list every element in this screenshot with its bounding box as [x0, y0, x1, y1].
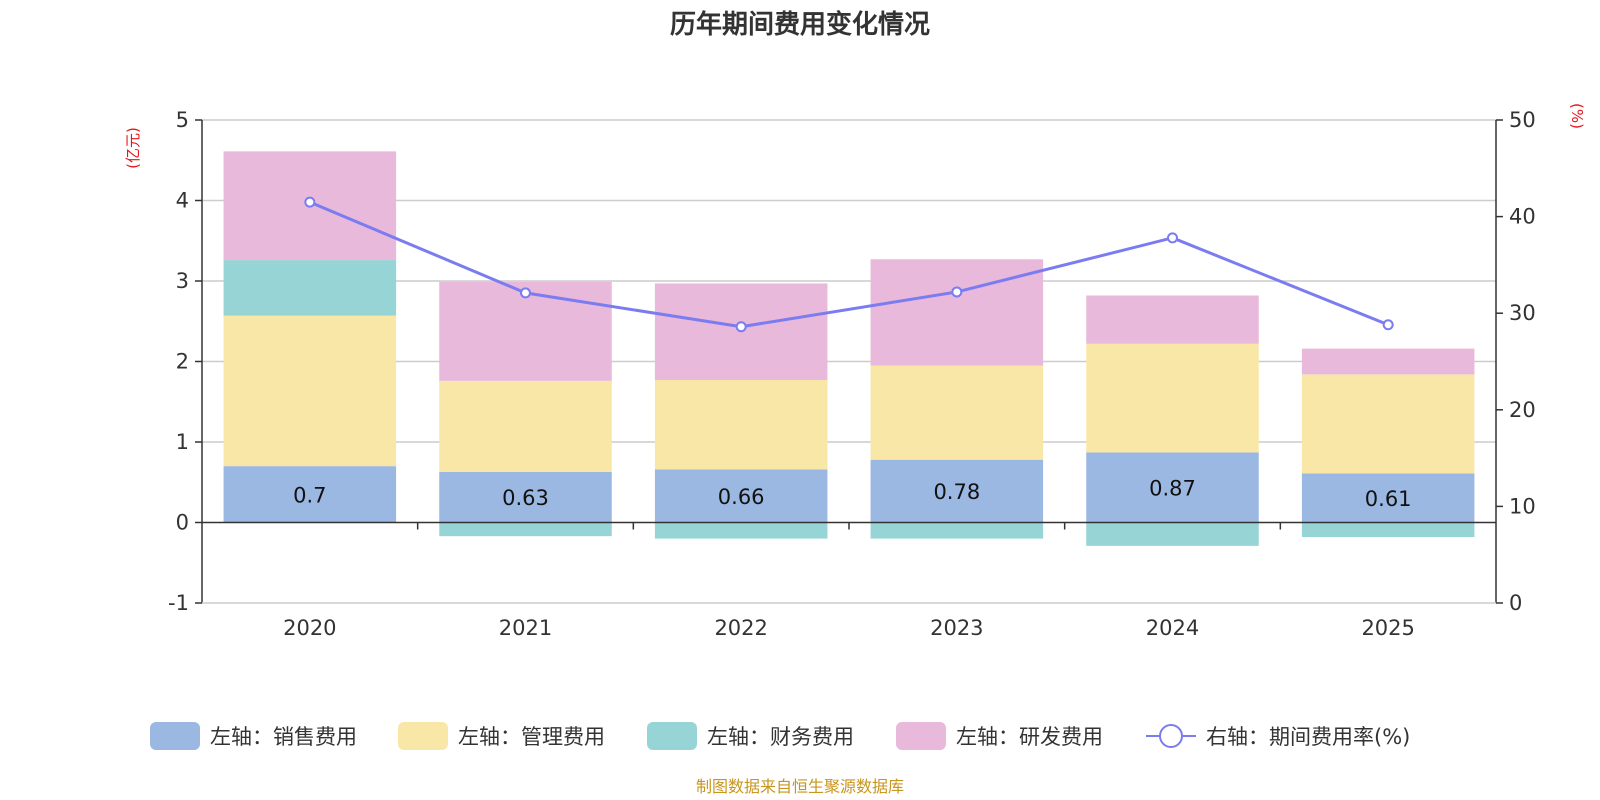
left-axis-unit: (亿元) — [124, 127, 142, 169]
legend-label: 右轴：期间费用率(%) — [1206, 725, 1410, 749]
legend-label: 左轴：财务费用 — [707, 725, 854, 749]
legend-swatch — [647, 722, 697, 750]
bar-data-label: 0.63 — [502, 486, 549, 510]
legend-swatch — [398, 722, 448, 750]
left-tick-label: 4 — [176, 189, 189, 213]
bar-series4-2023 — [870, 259, 1044, 366]
bar-series3-2023 — [870, 522, 1044, 539]
rate-line — [304, 196, 1394, 333]
legend-label: 左轴：研发费用 — [956, 725, 1103, 749]
bar-series2-2024 — [1086, 343, 1259, 453]
chart-title: 历年期间费用变化情况 — [670, 9, 930, 40]
rate-point-2022 — [735, 321, 747, 333]
legend: 左轴：销售费用 左轴：管理费用 左轴：财务费用 左轴：研发费用 右轴：期间费用率(%) — [150, 722, 1410, 750]
bar-series3-2021 — [439, 522, 612, 537]
x-tick-label: 2024 — [1146, 616, 1199, 640]
x-tick-label: 2022 — [714, 616, 767, 640]
bar-series2-2025 — [1301, 374, 1475, 474]
left-tick-label: 5 — [176, 108, 189, 132]
rate-point-2024 — [1167, 232, 1178, 244]
bar-series2-2023 — [870, 365, 1044, 460]
x-tick-label: 2023 — [930, 616, 983, 640]
gridlines — [202, 119, 1496, 443]
bar-data-label: 0.7 — [293, 483, 326, 507]
source-note: 制图数据来自恒生聚源数据库 — [696, 777, 904, 796]
x-tick-label: 2020 — [283, 616, 336, 640]
x-tick-label: 2021 — [499, 616, 552, 640]
rate-point-2025 — [1382, 319, 1394, 331]
legend-label: 左轴：管理费用 — [458, 725, 605, 749]
x-tick-label: 2025 — [1361, 616, 1414, 640]
bar-series — [223, 151, 1475, 546]
bar-series1-2023 — [870, 459, 1044, 523]
bar-series4-2024 — [1086, 295, 1259, 344]
bar-series2-2021 — [439, 380, 612, 472]
left-tick-label: 1 — [176, 430, 189, 454]
bar-series1-2020 — [223, 466, 397, 523]
bar-data-label: 0.61 — [1365, 487, 1412, 511]
bar-series3-2024 — [1086, 522, 1259, 546]
bar-series1-2025 — [1301, 473, 1475, 523]
bar-series1-2022 — [654, 469, 828, 523]
rate-point-2023 — [951, 286, 963, 298]
bar-series4-2025 — [1301, 348, 1475, 375]
right-tick-label: 20 — [1509, 398, 1536, 422]
left-tick-label: 2 — [176, 350, 189, 374]
bar-data-label: 0.66 — [718, 485, 765, 509]
legend-marker-icon — [1159, 724, 1183, 748]
rate-point-2020 — [304, 196, 316, 208]
right-tick-label: 30 — [1509, 301, 1536, 325]
legend-label: 左轴：销售费用 — [210, 725, 357, 749]
right-axis-unit: (%) — [1568, 103, 1586, 129]
bar-series3-2022 — [654, 522, 828, 539]
left-tick-label: 0 — [176, 511, 189, 535]
bar-data-label: 0.87 — [1149, 476, 1196, 500]
left-tick-label: -1 — [168, 591, 189, 615]
bar-series1-2021 — [439, 471, 612, 523]
bar-series3-2020 — [223, 260, 397, 316]
right-tick-label: 50 — [1509, 108, 1536, 132]
right-tick-label: 0 — [1509, 591, 1522, 615]
legend-swatch — [150, 722, 200, 750]
legend-swatch — [896, 722, 946, 750]
bar-series1-2024 — [1086, 452, 1259, 523]
right-tick-label: 40 — [1509, 205, 1536, 229]
left-tick-label: 3 — [176, 269, 189, 293]
bar-labels: 0.7 0.63 0.66 0.78 0.87 0.61 — [293, 476, 1411, 510]
rate-point-2021 — [520, 287, 531, 299]
rate-polyline — [309, 200, 1389, 329]
bar-series3-2025 — [1301, 522, 1475, 537]
bar-data-label: 0.78 — [933, 480, 980, 504]
right-tick-label: 10 — [1509, 494, 1536, 518]
bar-series2-2022 — [654, 380, 828, 470]
bar-series2-2020 — [223, 315, 397, 467]
